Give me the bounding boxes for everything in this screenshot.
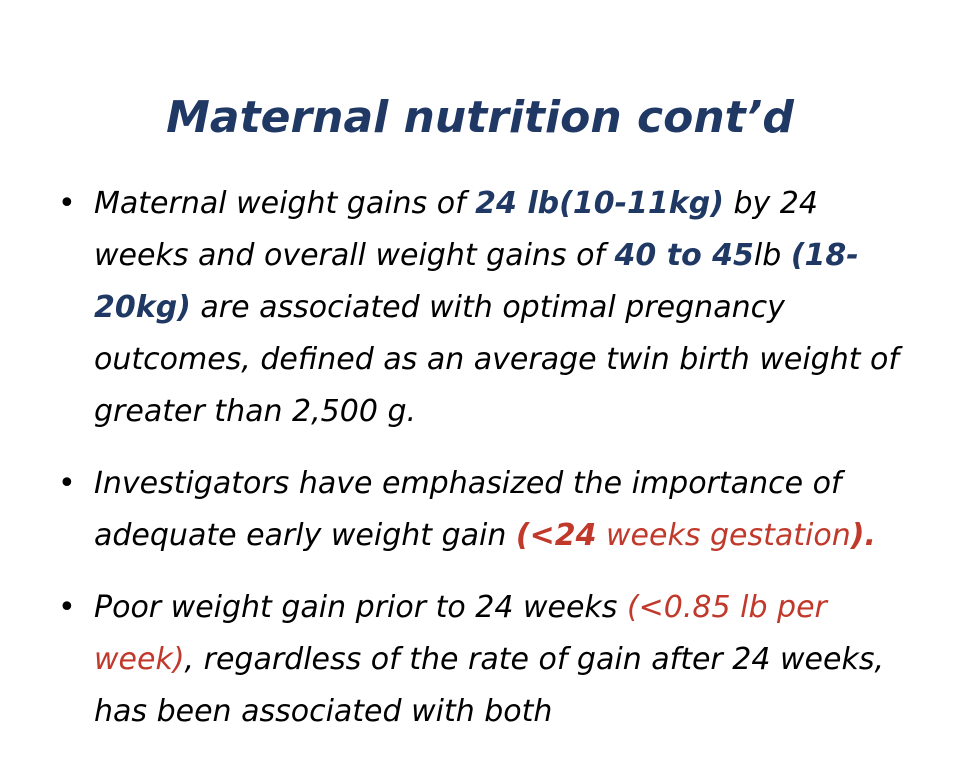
highlight-40-45: 40 to 45 (614, 238, 754, 273)
bullet-list: • Maternal weight gains of 24 lb(10-11kg… (58, 178, 908, 758)
bullet-text: Investigators have emphasized the import… (94, 466, 842, 553)
bullet-dot: • (58, 466, 76, 501)
highlight-18-20kg: (18-20kg) (94, 238, 859, 325)
bullet-text: , regardless of the rate of gain after 2… (94, 642, 884, 729)
highlight-weeks-gestation: weeks gestation (596, 518, 851, 553)
bullet-text: Maternal weight gains of (94, 186, 476, 221)
bullet-dot: • (58, 186, 76, 221)
bullet-item-poor-gain: • Poor weight gain prior to 24 weeks (<0… (58, 582, 908, 738)
bullet-text: are associated with optimal pregnancy ou… (94, 290, 899, 429)
slide-title: Maternal nutrition cont’d (166, 92, 794, 143)
highlight-24lb: 24 lb(10-11kg) (475, 186, 724, 221)
highlight-paren-close: ). (850, 518, 876, 553)
bullet-item-early-gain: • Investigators have emphasized the impo… (58, 458, 908, 562)
bullet-item-weight-gains: • Maternal weight gains of 24 lb(10-11kg… (58, 178, 908, 438)
highlight-24: 24 (554, 518, 597, 553)
highlight-paren-open: (< (515, 518, 555, 553)
highlight-rate: (<0.85 lb per week) (94, 590, 827, 677)
bullet-text: lb (753, 238, 791, 273)
bullet-dot: • (58, 590, 76, 625)
bullet-text: Poor weight gain prior to 24 weeks (94, 590, 627, 625)
bullet-text: by 24 weeks and overall weight gains of (94, 186, 818, 273)
